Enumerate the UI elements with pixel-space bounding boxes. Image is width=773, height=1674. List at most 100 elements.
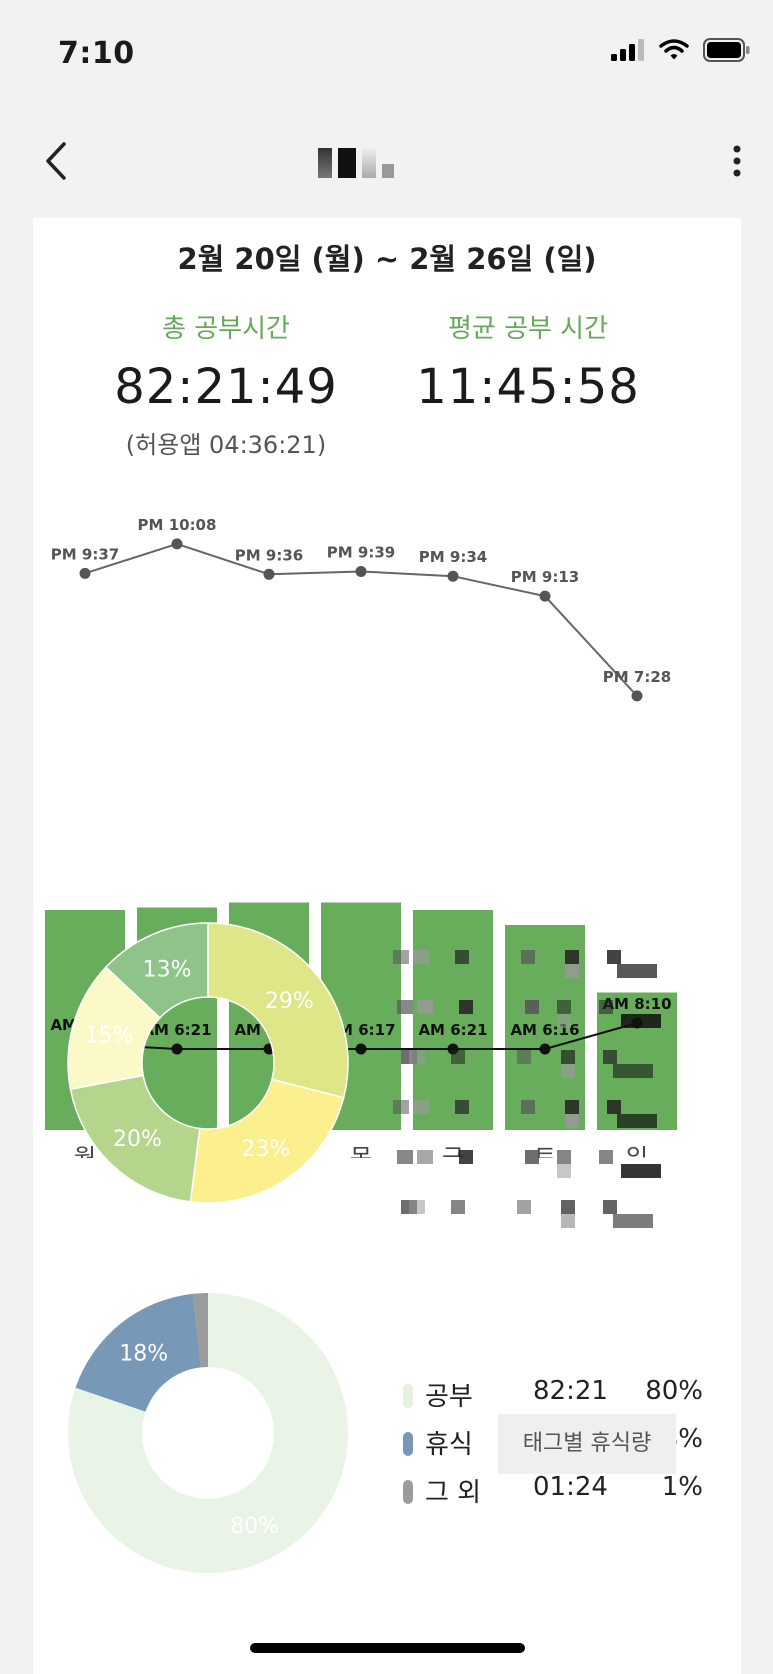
end-time-label: PM 7:28 — [603, 668, 671, 686]
status-bar: 7:10 — [0, 0, 773, 100]
censor-pixel — [397, 1000, 413, 1014]
end-time-label: PM 9:37 — [51, 545, 119, 563]
slice-23-percent — [189, 1078, 345, 1204]
battery-icon — [703, 38, 750, 62]
censor-pixel — [413, 1100, 429, 1114]
donut-slice-label: 15% — [85, 1023, 134, 1048]
censor-pixel — [561, 1200, 575, 1214]
censor-pixel — [525, 1150, 539, 1164]
censor-pixel — [451, 1050, 465, 1064]
legend-row: 그 외 01:24 1% — [403, 1472, 743, 1512]
legend-row: 공부 82:21 80% — [403, 1376, 743, 1416]
censor-block — [338, 148, 356, 178]
total-study-value: 82:21:49 — [114, 359, 338, 415]
censor-pixel — [409, 1050, 425, 1064]
average-study-label: 평균 공부 시간 — [447, 314, 609, 344]
censor-pixel — [409, 1200, 425, 1214]
censor-block — [382, 164, 394, 178]
total-study-label: 총 공부시간 — [162, 314, 290, 344]
start-time-label: AM 8:10 — [602, 995, 671, 1013]
end-time-label: PM 9:13 — [511, 568, 579, 586]
legend-time: 01:24 — [533, 1472, 608, 1502]
censor-pixel — [459, 1000, 473, 1014]
start-time-label: AM 6:21 — [418, 1021, 487, 1039]
censor-pixel — [621, 1164, 661, 1178]
rest-by-tag-button[interactable]: 태그별 휴식량 — [498, 1414, 676, 1474]
end-time-point — [171, 538, 183, 550]
date-range-title: 2월 20일 (월) ~ 2월 26일 (일) — [177, 242, 597, 276]
censor-pixel — [599, 1150, 613, 1164]
censor-pixel — [607, 950, 621, 964]
study-bar — [413, 910, 493, 1130]
end-time-point — [539, 590, 551, 602]
cellular-signal-icon — [611, 39, 644, 61]
donut-slice-label: 29% — [265, 989, 314, 1014]
slice-20-percent — [69, 1074, 201, 1203]
censor-pixel — [413, 950, 429, 964]
wifi-icon — [659, 39, 689, 60]
censor-pixel — [557, 1150, 571, 1164]
day-label: 목 — [350, 1144, 372, 1158]
end-time-point — [631, 690, 643, 702]
day-label: 토 — [534, 1144, 556, 1158]
start-time-point — [171, 1043, 183, 1055]
end-time-label: PM 9:39 — [327, 543, 395, 561]
censor-pixel — [561, 1214, 575, 1228]
censor-pixel — [607, 1100, 621, 1114]
end-time-label: PM 10:08 — [138, 518, 217, 534]
censor-pixel — [525, 1000, 539, 1014]
end-time-point — [79, 567, 91, 579]
censor-pixel — [617, 1114, 657, 1128]
censor-block — [318, 148, 332, 178]
censor-pixel — [561, 1064, 575, 1078]
nav-title-censored — [318, 146, 394, 180]
censor-pixel — [521, 950, 535, 964]
censor-pixel — [393, 1100, 409, 1114]
slice-rest — [75, 1293, 201, 1412]
censor-pixel — [455, 1100, 469, 1114]
back-button[interactable] — [40, 138, 76, 184]
legend-label: 공부 — [425, 1382, 473, 1412]
donut-slice-label: 20% — [113, 1127, 162, 1152]
day-label: 월 — [74, 1144, 96, 1158]
average-study-value: 11:45:58 — [416, 359, 640, 415]
censor-pixel — [599, 1000, 613, 1014]
status-icons — [611, 38, 751, 62]
status-time: 7:10 — [58, 36, 135, 71]
study-rest-donut-chart: 80% 18% — [67, 1293, 348, 1573]
start-time-point — [539, 1043, 551, 1055]
censor-block — [362, 148, 376, 178]
average-study-stat: 평균 공부 시간 11:45:58 — [378, 308, 678, 415]
donut-slice-label: 13% — [143, 957, 192, 982]
end-time-point — [447, 570, 459, 582]
day-label: 금 — [442, 1144, 464, 1158]
censor-pixel — [613, 1214, 653, 1228]
end-time-point — [263, 568, 275, 580]
tag-distribution-donut-chart: 29% 23% 20% 15% 13% — [67, 922, 349, 1204]
legend-percent: 1% — [661, 1472, 703, 1502]
censor-pixel — [451, 1200, 465, 1214]
end-time-label: PM 9:34 — [419, 548, 487, 566]
legend-label: 휴식 — [425, 1430, 473, 1460]
start-time-point — [355, 1043, 367, 1055]
censor-pixel — [617, 964, 657, 978]
more-options-button[interactable] — [731, 144, 743, 178]
censor-pixel — [459, 1150, 473, 1164]
legend-color-swatch — [403, 1384, 413, 1408]
censor-pixel — [561, 1050, 575, 1064]
censor-pixel — [455, 950, 469, 964]
censor-pixel — [565, 964, 579, 978]
end-time-label: PM 9:36 — [235, 546, 303, 564]
slice-other — [193, 1293, 208, 1368]
censor-pixel — [393, 950, 409, 964]
donut-slice-label: 18% — [119, 1342, 168, 1367]
legend-time: 82:21 — [533, 1376, 608, 1406]
censor-pixel — [621, 1014, 661, 1028]
allowed-apps-time: (허용앱 04:36:21) — [125, 431, 327, 459]
day-label: 일 — [626, 1144, 648, 1158]
home-indicator — [250, 1643, 525, 1653]
censor-pixel — [565, 1100, 579, 1114]
legend-color-swatch — [403, 1480, 413, 1504]
censor-pixel — [557, 1164, 571, 1178]
